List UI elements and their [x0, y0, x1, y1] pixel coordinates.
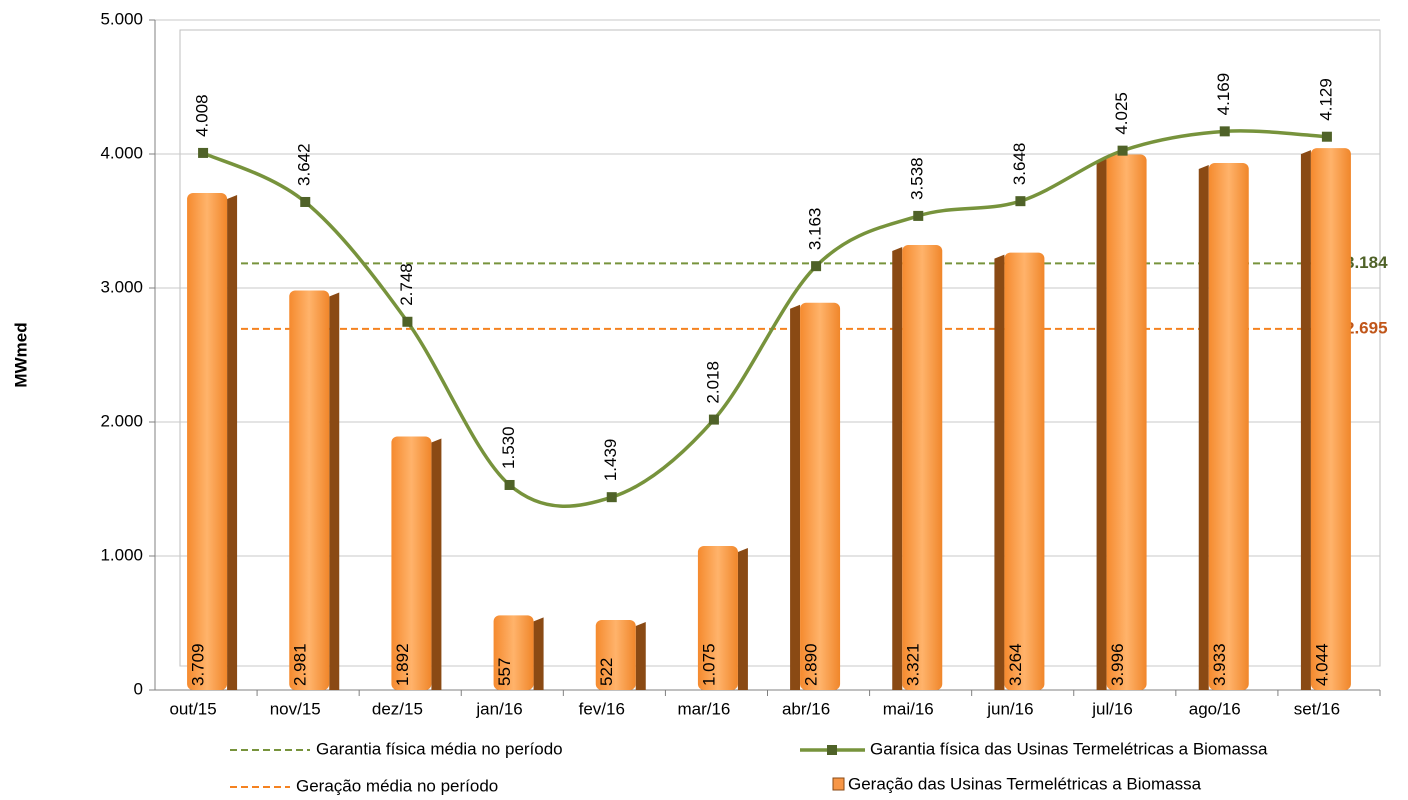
bar — [697, 545, 738, 690]
x-tick-label: abr/16 — [782, 699, 830, 718]
line-marker — [606, 492, 617, 503]
y-tick-label: 0 — [134, 679, 143, 698]
line-marker — [1219, 126, 1230, 137]
legend-label: Garantia física das Usinas Termelétricas… — [870, 739, 1268, 758]
y-tick-label: 2.000 — [100, 411, 143, 430]
line-value-label: 4.008 — [193, 94, 212, 137]
x-tick-label: dez/15 — [372, 699, 423, 718]
bar-side — [431, 438, 442, 690]
bar-side — [635, 622, 646, 690]
line-marker — [1117, 145, 1128, 156]
line-value-label: 3.163 — [806, 208, 825, 251]
legend-swatch — [827, 745, 837, 755]
bar-value-label: 3.933 — [1210, 643, 1229, 686]
legend-swatch — [832, 777, 845, 791]
line-marker — [402, 316, 413, 327]
bar-side — [892, 246, 903, 690]
bar — [1208, 162, 1249, 690]
reference-label: 2.695 — [1345, 318, 1388, 337]
bar-value-label: 3.996 — [1108, 643, 1127, 686]
line — [202, 129, 1328, 508]
bar-side — [1096, 156, 1107, 690]
bar — [800, 302, 841, 690]
bar-side — [329, 292, 340, 690]
y-axis-title: MWmed — [11, 322, 30, 387]
line-value-label: 1.530 — [499, 426, 518, 469]
bar — [1004, 252, 1045, 690]
bar-value-label: 1.075 — [699, 643, 718, 686]
bar — [187, 192, 228, 690]
legend-label: Garantia física média no período — [316, 739, 563, 758]
x-tick-label: mai/16 — [883, 699, 934, 718]
line-value-label: 2.748 — [397, 263, 416, 306]
bar-value-label: 522 — [597, 658, 616, 686]
x-tick-label: jan/16 — [475, 699, 522, 718]
legend-label: Geração das Usinas Termelétricas a Bioma… — [848, 774, 1202, 793]
x-tick-label: jun/16 — [986, 699, 1033, 718]
reference-label: 3.184 — [1345, 253, 1388, 272]
bar-value-label: 4.044 — [1312, 643, 1331, 686]
bar-value-label: 557 — [495, 658, 514, 686]
bar — [595, 620, 636, 690]
x-tick-label: nov/15 — [270, 699, 321, 718]
line-marker — [198, 147, 209, 158]
line-value-label: 4.129 — [1316, 78, 1335, 121]
bar-side — [994, 254, 1005, 690]
y-tick-label: 1.000 — [100, 545, 143, 564]
bar-side — [533, 617, 544, 690]
line-marker — [811, 261, 822, 272]
x-tick-label: jul/16 — [1091, 699, 1133, 718]
bar — [902, 244, 943, 690]
bar-side — [790, 304, 801, 690]
x-tick-label: set/16 — [1294, 699, 1340, 718]
bar-side — [1198, 164, 1209, 690]
bar-value-label: 1.892 — [393, 643, 412, 686]
line-value-label: 1.439 — [601, 439, 620, 482]
bar-side — [227, 194, 238, 690]
bar-value-label: 3.264 — [1006, 643, 1025, 686]
line-marker — [913, 210, 924, 221]
line-marker — [504, 479, 515, 490]
line-marker — [300, 196, 311, 207]
x-tick-label: out/15 — [169, 699, 216, 718]
bar — [1106, 154, 1147, 690]
line-value-label: 3.642 — [295, 143, 314, 186]
line-value-label: 3.538 — [908, 157, 927, 200]
bar-value-label: 2.890 — [802, 643, 821, 686]
y-tick-label: 4.000 — [100, 143, 143, 162]
bar-side — [737, 547, 748, 690]
x-tick-label: mar/16 — [677, 699, 730, 718]
line-value-label: 4.025 — [1112, 92, 1131, 135]
y-tick-label: 3.000 — [100, 277, 143, 296]
bar-value-label: 2.981 — [291, 643, 310, 686]
bar — [289, 290, 330, 690]
bar — [391, 436, 432, 690]
bar-value-label: 3.709 — [189, 643, 208, 686]
y-tick-label: 5.000 — [100, 9, 143, 28]
line-marker — [708, 414, 719, 425]
line-value-label: 2.018 — [703, 361, 722, 404]
legend-label: Geração média no período — [296, 776, 498, 795]
bar-value-label: 3.321 — [904, 643, 923, 686]
line-value-label: 4.169 — [1214, 73, 1233, 116]
line-value-label: 3.648 — [1010, 143, 1029, 186]
bar — [1310, 148, 1351, 690]
line-marker — [1015, 196, 1026, 207]
bar — [493, 615, 534, 690]
x-tick-label: fev/16 — [579, 699, 625, 718]
x-tick-label: ago/16 — [1189, 699, 1241, 718]
bar-side — [1300, 150, 1311, 690]
line-marker — [1321, 131, 1332, 142]
